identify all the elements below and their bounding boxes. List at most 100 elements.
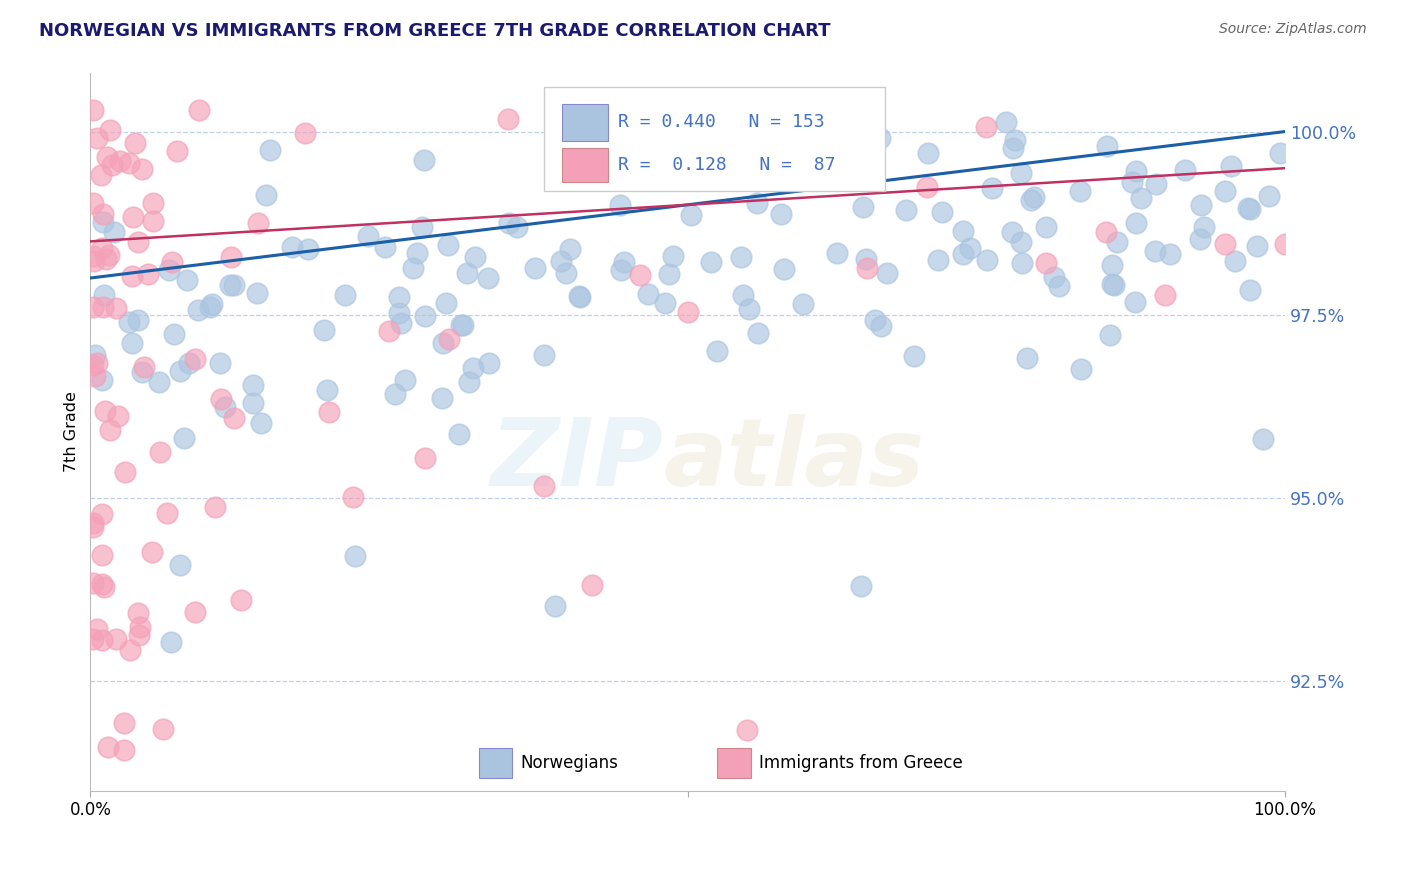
Point — [83, 254, 105, 268]
Point — [91, 242, 114, 256]
Point — [654, 296, 676, 310]
Text: Immigrants from Greece: Immigrants from Greece — [759, 754, 963, 772]
Point — [93, 288, 115, 302]
Point — [82, 300, 104, 314]
Point — [1174, 162, 1197, 177]
Point — [1101, 258, 1123, 272]
Point — [1125, 216, 1147, 230]
Point — [82, 516, 104, 530]
Point — [825, 245, 848, 260]
Point — [679, 209, 702, 223]
Point — [1125, 164, 1147, 178]
Point — [108, 154, 131, 169]
Text: R =  0.128   N =  87: R = 0.128 N = 87 — [619, 156, 835, 174]
Point — [112, 716, 135, 731]
Point — [464, 250, 486, 264]
Point — [903, 349, 925, 363]
Point — [1159, 247, 1181, 261]
Point — [1019, 194, 1042, 208]
Point — [458, 376, 481, 390]
Point — [430, 391, 453, 405]
Point — [676, 305, 699, 319]
Point — [461, 360, 484, 375]
Point — [927, 253, 949, 268]
Point — [82, 358, 104, 372]
Point — [136, 267, 159, 281]
Point — [855, 261, 877, 276]
Point — [1102, 277, 1125, 292]
Point — [97, 739, 120, 754]
Point — [1192, 220, 1215, 235]
Point — [184, 605, 207, 619]
Point — [91, 207, 114, 221]
Point — [142, 213, 165, 227]
Point — [706, 343, 728, 358]
Point — [1154, 288, 1177, 302]
Point — [876, 267, 898, 281]
Point — [129, 620, 152, 634]
Point — [242, 377, 264, 392]
Point — [579, 141, 602, 155]
Point — [104, 632, 127, 646]
Point — [82, 576, 104, 591]
Point — [157, 263, 180, 277]
Point — [82, 195, 104, 210]
Point — [498, 112, 520, 127]
Point — [242, 395, 264, 409]
Point — [104, 301, 127, 316]
Point — [280, 240, 302, 254]
Point — [118, 642, 141, 657]
Point — [208, 356, 231, 370]
Point — [114, 465, 136, 479]
FancyBboxPatch shape — [717, 747, 751, 778]
Point — [156, 506, 179, 520]
Point — [568, 290, 591, 304]
Point — [344, 549, 367, 563]
Point — [173, 432, 195, 446]
Point — [388, 290, 411, 304]
Point — [229, 593, 252, 607]
Point — [357, 229, 380, 244]
Point — [142, 196, 165, 211]
Point — [1035, 256, 1057, 270]
Point — [974, 120, 997, 135]
Point — [394, 373, 416, 387]
Point — [1251, 433, 1274, 447]
Point — [456, 266, 478, 280]
Point — [1022, 189, 1045, 203]
Point — [610, 263, 633, 277]
Point — [177, 356, 200, 370]
Point — [915, 180, 938, 194]
Point — [581, 578, 603, 592]
Point — [917, 145, 939, 160]
Point — [315, 384, 337, 398]
Point — [122, 210, 145, 224]
Point — [112, 743, 135, 757]
Point — [83, 348, 105, 362]
Point — [127, 235, 149, 249]
Point — [730, 250, 752, 264]
Point — [413, 451, 436, 466]
Point — [107, 409, 129, 424]
Point — [931, 205, 953, 219]
Point — [219, 277, 242, 292]
Point — [387, 306, 409, 320]
Point — [1070, 362, 1092, 376]
Point — [436, 237, 458, 252]
Text: Source: ZipAtlas.com: Source: ZipAtlas.com — [1219, 22, 1367, 37]
Point — [249, 417, 271, 431]
Point — [1257, 189, 1279, 203]
Point — [1017, 351, 1039, 366]
Point — [198, 300, 221, 314]
Point — [1107, 235, 1129, 250]
Point — [169, 558, 191, 572]
Point — [544, 599, 567, 613]
Point — [1121, 175, 1143, 189]
Point — [498, 216, 520, 230]
Point — [121, 335, 143, 350]
Point — [121, 268, 143, 283]
Point — [127, 607, 149, 621]
Point — [976, 252, 998, 267]
Point — [1188, 231, 1211, 245]
Point — [533, 348, 555, 362]
